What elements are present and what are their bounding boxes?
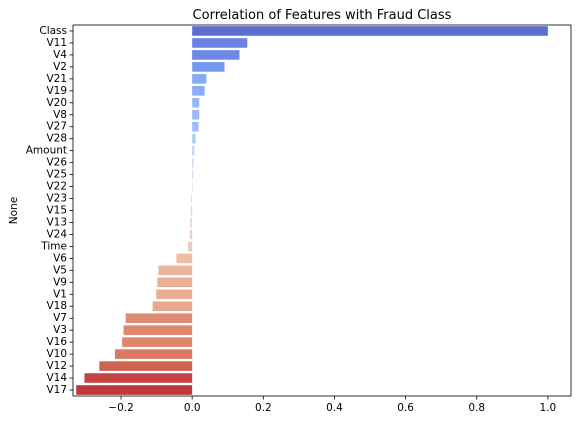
bar-class	[192, 26, 548, 36]
bar-v11	[192, 38, 248, 48]
y-tick-label-v26: V26	[46, 157, 67, 169]
y-tick-label-v10: V10	[46, 348, 67, 360]
bar-v1	[156, 289, 193, 300]
y-tick-label-v1: V1	[53, 288, 67, 300]
bar-v24	[189, 229, 193, 240]
bar-v6	[176, 253, 193, 264]
y-tick-label-v13: V13	[46, 216, 67, 228]
bar-v3	[123, 325, 193, 335]
bar-v21	[192, 74, 207, 84]
y-tick-label-v20: V20	[46, 97, 67, 109]
bars-layer	[76, 26, 548, 395]
x-tick-label: 1.0	[540, 402, 557, 414]
y-tick-label-v18: V18	[46, 300, 67, 312]
x-ticks: −0.2 0.0 0.2 0.4 0.6 0.8 1.0	[108, 396, 556, 414]
y-tick-label-v3: V3	[53, 324, 67, 336]
y-tick-label-v15: V15	[46, 205, 67, 217]
y-tick-label-v16: V16	[46, 336, 67, 348]
y-tick-label-v9: V9	[53, 276, 67, 288]
y-tick-label-v6: V6	[53, 252, 67, 264]
bar-v12	[99, 361, 193, 371]
y-tick-label-v7: V7	[53, 312, 67, 324]
y-tick-label-v17: V17	[46, 384, 67, 396]
bar-v19	[192, 86, 205, 96]
y-tick-label-v14: V14	[46, 372, 67, 384]
x-tick-label: 0.6	[397, 402, 414, 414]
bar-v25	[192, 169, 194, 180]
x-tick-label: 0.0	[184, 402, 201, 414]
bar-v13	[190, 217, 193, 228]
bar-amount	[192, 145, 195, 156]
y-tick-label-v19: V19	[46, 85, 67, 97]
y-tick-label-v27: V27	[46, 121, 67, 133]
bar-v18	[152, 301, 193, 312]
bar-v4	[192, 50, 240, 60]
y-tick-label-v28: V28	[46, 133, 67, 145]
y-tick-label-class: Class	[39, 25, 67, 37]
x-tick-label: 0.4	[326, 402, 343, 414]
y-ticks: ClassV11V4V2V21V19V20V8V27V28AmountV26V2…	[26, 25, 73, 396]
y-tick-label-v12: V12	[46, 360, 67, 372]
y-tick-label-v25: V25	[46, 169, 67, 181]
plot-frame	[72, 24, 572, 397]
bar-v9	[157, 277, 193, 288]
y-tick-label-v5: V5	[53, 264, 67, 276]
y-tick-label-v21: V21	[46, 73, 67, 85]
bar-v20	[192, 98, 200, 108]
y-tick-label-v23: V23	[46, 193, 67, 205]
y-tick-label-v24: V24	[46, 228, 67, 240]
bar-v28	[192, 133, 196, 144]
y-tick-label-amount: Amount	[26, 145, 67, 157]
bar-v26	[192, 157, 194, 168]
x-tick-label: −0.2	[108, 402, 134, 414]
bar-v10	[114, 349, 193, 359]
bar-v15	[190, 205, 193, 216]
x-tick-label: 0.8	[468, 402, 485, 414]
x-tick-label: 0.2	[255, 402, 272, 414]
bar-v7	[125, 313, 193, 323]
y-tick-label-v2: V2	[53, 61, 67, 73]
bar-v23	[191, 193, 193, 204]
y-tick-label-time: Time	[40, 240, 67, 252]
y-tick-label-v4: V4	[53, 49, 67, 61]
y-tick-label-v8: V8	[53, 109, 67, 121]
chart-title: Correlation of Features with Fraud Class	[193, 8, 452, 23]
bar-v27	[192, 121, 199, 132]
y-axis-label: None	[8, 197, 20, 224]
bar-v16	[122, 337, 193, 347]
bar-v5	[158, 265, 193, 276]
y-tick-label-v11: V11	[46, 37, 67, 49]
bar-time	[187, 241, 193, 252]
bar-v14	[84, 373, 193, 383]
y-tick-label-v22: V22	[46, 181, 67, 193]
bar-v17	[76, 385, 193, 395]
bar-v2	[192, 62, 225, 72]
bar-v22	[192, 181, 193, 192]
bar-v8	[192, 109, 200, 120]
